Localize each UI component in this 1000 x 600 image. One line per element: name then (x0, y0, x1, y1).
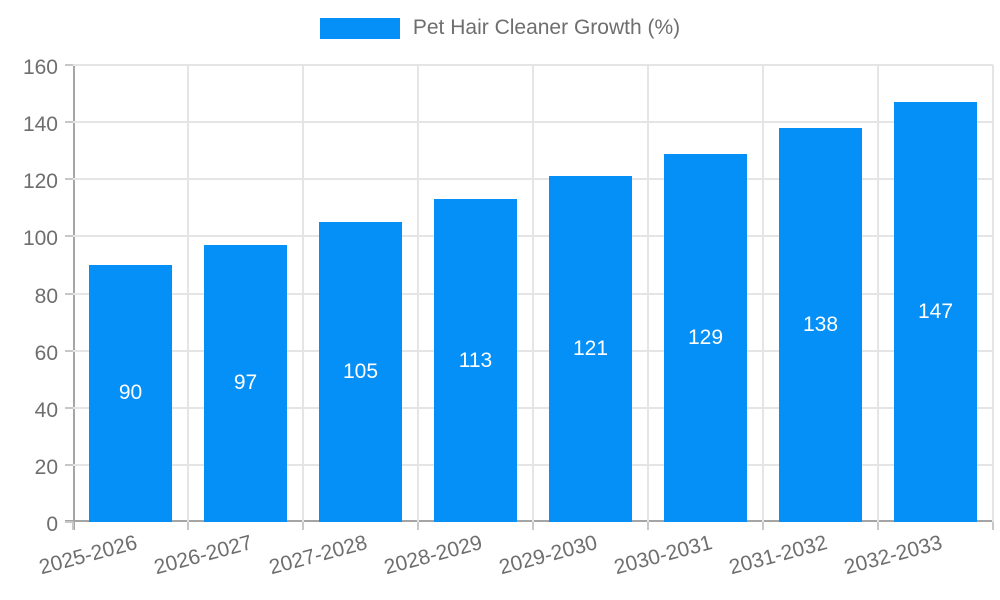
bar-value-label: 90 (118, 381, 143, 405)
y-axis-label: 20 (34, 455, 58, 479)
y-axis-tick (65, 349, 73, 352)
y-axis-tick (65, 521, 73, 523)
plot-area: 0 20 40 60 80 100 120 140 160 90 97 105 113 121 129 138… (23, 57, 994, 579)
y-axis-tick (65, 178, 73, 181)
gridline-vertical (762, 65, 764, 522)
y-axis-label: 40 (34, 398, 58, 422)
bar[interactable]: 147 (894, 102, 977, 522)
legend-label: Pet Hair Cleaner Growth (%) (412, 16, 681, 39)
y-axis-label: 0 (46, 513, 58, 536)
bar[interactable]: 113 (434, 199, 517, 522)
chart-legend: Pet Hair Cleaner Growth (%) (0, 16, 1000, 40)
gridline-vertical (647, 65, 649, 522)
gridline-vertical (877, 65, 879, 522)
bar[interactable]: 138 (779, 127, 862, 522)
bar-value-label: 113 (458, 348, 493, 372)
y-axis-label: 100 (22, 227, 58, 251)
legend-swatch (319, 17, 400, 39)
bar-value-label: 138 (802, 312, 839, 336)
bar-value-label: 129 (687, 325, 724, 349)
gridline-vertical (187, 65, 189, 522)
y-axis-tick (65, 235, 73, 238)
bar[interactable]: 121 (549, 176, 632, 522)
bar-value-label: 121 (572, 337, 609, 361)
y-axis-label: 120 (22, 170, 58, 194)
y-axis-label: 60 (34, 341, 58, 365)
x-axis-tick (532, 522, 534, 530)
x-axis-line (65, 520, 993, 522)
y-axis-label: 160 (22, 56, 58, 79)
x-axis-tick (647, 522, 649, 530)
x-axis-tick (72, 522, 74, 530)
bar[interactable]: 105 (319, 222, 402, 522)
gridline-vertical (302, 65, 304, 522)
gridline-vertical (417, 65, 419, 522)
bar[interactable]: 129 (664, 153, 747, 522)
y-axis-tick (65, 292, 73, 295)
y-axis-line (73, 65, 75, 530)
bar-value-label: 147 (917, 300, 954, 324)
y-axis-tick (65, 64, 73, 66)
y-axis-label: 80 (34, 284, 58, 308)
gridline-vertical (992, 65, 994, 522)
bar-value-label: 97 (233, 371, 258, 395)
y-axis-tick (65, 463, 73, 466)
y-axis-tick (65, 121, 73, 124)
x-axis-tick (762, 522, 764, 530)
x-axis-tick (302, 522, 304, 530)
y-axis-label: 140 (22, 113, 58, 137)
gridline-vertical (532, 65, 534, 522)
y-axis-tick (65, 406, 73, 409)
bar[interactable]: 90 (89, 264, 172, 522)
bar-value-label: 105 (342, 360, 379, 384)
legend-item[interactable]: Pet Hair Cleaner Growth (%) (319, 16, 681, 40)
bar[interactable]: 97 (204, 244, 287, 522)
x-axis-tick (187, 522, 189, 530)
x-axis-tick (417, 522, 419, 530)
x-axis-tick (992, 522, 994, 530)
x-axis-tick (877, 522, 879, 530)
